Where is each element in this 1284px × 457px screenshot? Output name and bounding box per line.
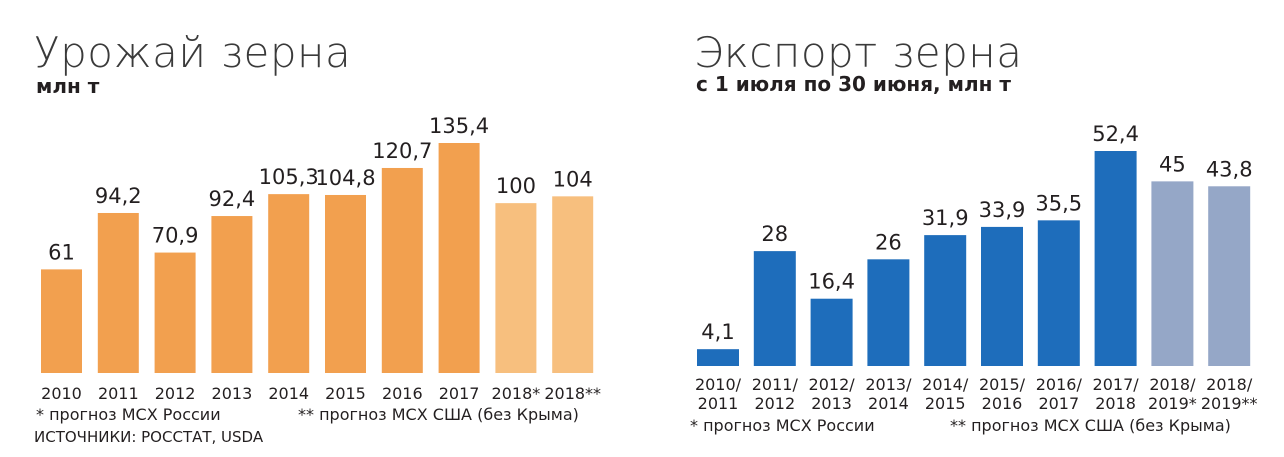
bar <box>753 251 796 366</box>
x-tick-label: 2011/ <box>752 375 799 394</box>
bar-value-label: 100 <box>496 174 536 198</box>
bar-value-label: 105,3 <box>259 165 319 189</box>
bar <box>924 235 967 366</box>
bar-value-label: 104 <box>553 167 593 191</box>
bar <box>154 252 196 373</box>
x-tick-label: 2011 <box>698 394 739 413</box>
x-tick-label: 2014 <box>268 384 309 403</box>
bar <box>268 194 310 373</box>
x-tick-label: 2015 <box>325 384 366 403</box>
bar <box>552 196 594 373</box>
harvest-note-usda: ** прогноз МСХ США (без Крыма) <box>298 405 579 424</box>
bar <box>867 259 910 366</box>
x-tick-label: 2018* <box>492 384 541 403</box>
x-tick-label: 2010 <box>41 384 82 403</box>
harvest-source: ИСТОЧНИКИ: РОССТАТ, USDA <box>34 428 264 446</box>
harvest-chart-title: Урожай зерна <box>34 28 352 77</box>
bar <box>697 349 739 366</box>
x-tick-label: 2017 <box>439 384 480 403</box>
x-tick-label: 2016 <box>982 394 1023 413</box>
export-bar-chart: 4,1 2010/2011 28 2011/2012 16,4 2012/2013 26 20… <box>695 122 1258 413</box>
export-chart-title: Экспорт зерна <box>694 28 1023 77</box>
harvest-note-russia: * прогноз МСХ России <box>36 405 221 424</box>
bar-value-label: 120,7 <box>372 139 432 163</box>
bar-value-label: 61 <box>48 240 75 264</box>
bar-value-label: 4,1 <box>701 320 734 344</box>
x-tick-label: 2018 <box>1095 394 1136 413</box>
x-tick-label: 2011 <box>98 384 139 403</box>
x-tick-label: 2012/ <box>809 375 856 394</box>
bar-value-label: 28 <box>761 222 788 246</box>
bar <box>495 203 537 373</box>
x-tick-label: 2012 <box>754 394 795 413</box>
x-tick-label: 2012 <box>155 384 196 403</box>
bar-value-label: 35,5 <box>1035 191 1082 215</box>
x-tick-label: 2017 <box>1038 394 1079 413</box>
bar <box>211 216 253 373</box>
x-tick-label: 2017/ <box>1093 375 1140 394</box>
harvest-chart-subtitle: млн т <box>36 74 100 98</box>
x-tick-label: 2019* <box>1148 394 1197 413</box>
bar <box>438 143 480 373</box>
x-tick-label: 2014/ <box>922 375 969 394</box>
bar-value-label: 70,9 <box>152 224 199 248</box>
export-note-russia: * прогноз МСХ России <box>690 416 875 435</box>
bar-value-label: 43,8 <box>1206 157 1253 181</box>
x-tick-label: 2016 <box>382 384 423 403</box>
bar-value-label: 26 <box>875 230 902 254</box>
harvest-chart-panel: Урожай зерна млн т 61 2010 94,2 2011 70,9 201… <box>0 0 640 457</box>
export-note-usda: ** прогноз МСХ США (без Крыма) <box>950 416 1231 435</box>
bar-value-label: 45 <box>1159 152 1186 176</box>
bar <box>41 269 82 373</box>
bar-value-label: 31,9 <box>922 206 969 230</box>
bar <box>1151 181 1194 366</box>
x-tick-label: 2013 <box>212 384 253 403</box>
bar-value-label: 94,2 <box>95 184 142 208</box>
x-tick-label: 2016/ <box>1036 375 1083 394</box>
bar <box>810 298 853 366</box>
bar <box>381 167 423 373</box>
x-tick-label: 2019** <box>1201 394 1258 413</box>
bar <box>1094 151 1137 366</box>
x-tick-label: 2018** <box>544 384 601 403</box>
x-tick-label: 2018/ <box>1149 375 1196 394</box>
x-tick-label: 2015/ <box>979 375 1026 394</box>
bar-value-label: 92,4 <box>209 187 256 211</box>
bar <box>97 212 139 373</box>
bar <box>1208 186 1251 366</box>
bar-value-label: 16,4 <box>808 270 855 294</box>
x-tick-label: 2010/ <box>695 375 742 394</box>
export-chart-panel: Экспорт зерна с 1 июля по 30 июня, млн т… <box>680 0 1284 457</box>
x-tick-label: 2013 <box>811 394 852 413</box>
bar <box>1037 220 1080 366</box>
bar <box>981 226 1023 366</box>
harvest-bar-chart: 61 2010 94,2 2011 70,9 2012 92,4 2013 105,3 2014 1… <box>41 114 601 403</box>
bar-value-label: 135,4 <box>429 114 489 138</box>
bar-value-label: 52,4 <box>1092 122 1139 146</box>
x-tick-label: 2018/ <box>1206 375 1253 394</box>
bar-value-label: 33,9 <box>979 198 1026 222</box>
x-tick-label: 2014 <box>868 394 909 413</box>
bar-value-label: 104,8 <box>315 166 375 190</box>
bar <box>325 194 366 373</box>
export-chart-subtitle: с 1 июля по 30 июня, млн т <box>696 72 1011 96</box>
x-tick-label: 2013/ <box>865 375 912 394</box>
x-tick-label: 2015 <box>925 394 966 413</box>
